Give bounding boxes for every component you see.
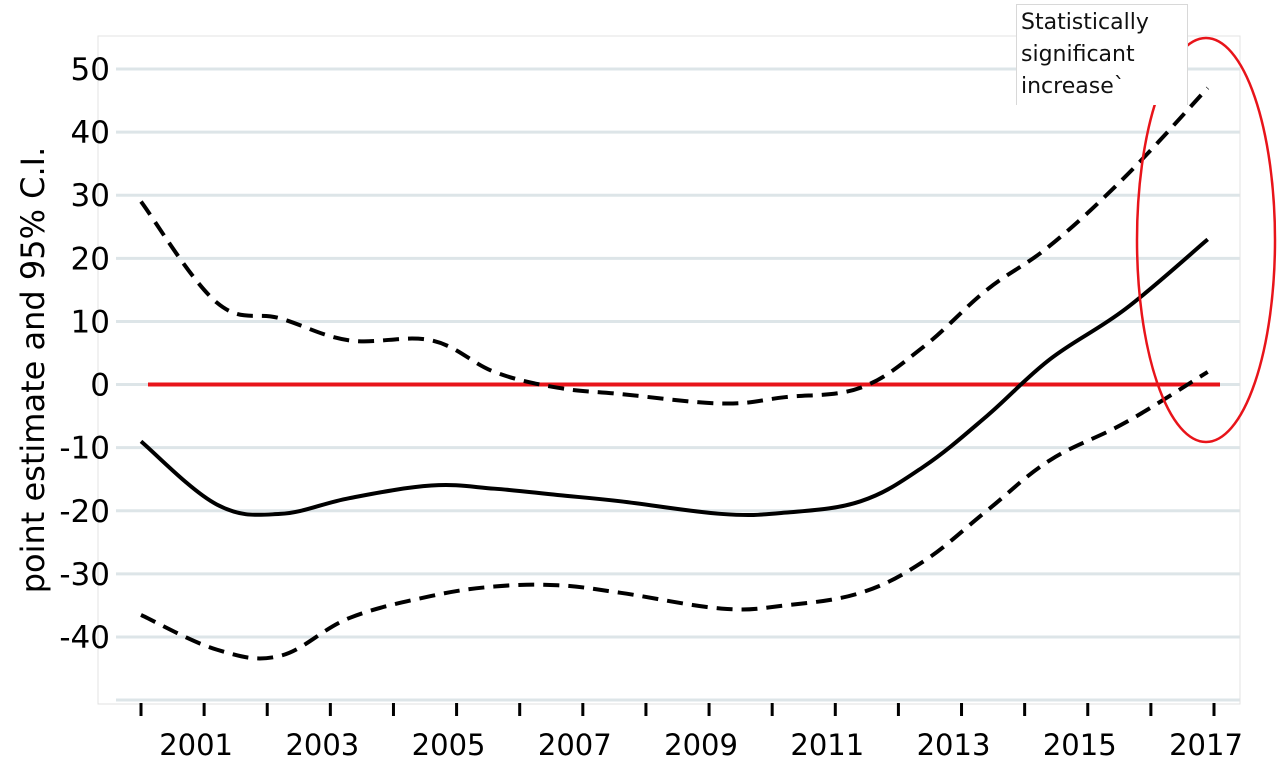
series-lower-ci [140,370,1209,661]
y-axis-label: point estimate and 95% C.I. [14,147,52,594]
plot-area-border [97,35,1241,705]
x-tick-label: 2011 [790,728,864,757]
x-axis: 2001 2003 2005 2007 2009 2011 2013 2015 2017 [98,703,1243,757]
y-tick-label: -30 [59,557,110,593]
y-axis: 50 40 30 20 10 0 -10 -20 -30 -40 [59,52,110,656]
x-tick-label: 2001 [159,728,233,757]
y-tick-label: -20 [59,494,110,530]
series-upper-ci [139,86,1210,406]
x-tick-label: 2017 [1169,728,1243,757]
x-tick-label: 2007 [538,728,612,757]
y-tick-label: 50 [71,52,110,88]
x-tick-label: 2005 [412,728,486,757]
x-tick-label: 2003 [285,728,359,757]
y-tick-label: 40 [71,115,110,151]
x-tick-label: 2009 [664,728,738,757]
y-tick-label: 10 [71,304,110,340]
annotation-line-3: increase` [1021,74,1125,99]
y-tick-label: -10 [59,431,110,467]
significance-ellipse [1135,36,1277,444]
annotation-line-1: Statistically [1021,10,1149,35]
y-tick-label: 30 [71,178,110,214]
x-tick-label: 2013 [917,728,991,757]
series-group [139,86,1210,661]
annotation-line-2: significant [1021,42,1135,67]
series-point-estimate [139,237,1209,518]
annotation-box: Statistically significant increase` [1016,4,1188,105]
y-tick-label: 20 [71,241,110,277]
y-tick-label: -40 [59,620,110,656]
y-tick-label: 0 [90,368,110,404]
plot-frame [97,35,1241,705]
x-tick-label: 2015 [1043,728,1117,757]
